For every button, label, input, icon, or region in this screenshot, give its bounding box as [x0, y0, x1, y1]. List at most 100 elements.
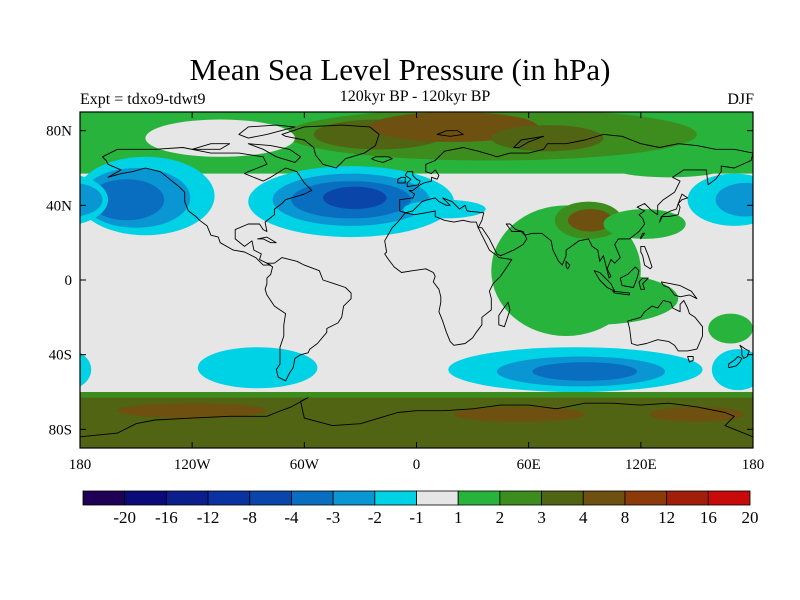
experiment-label: Expt = tdxo9-tdwt9 [80, 91, 206, 108]
region-south-pacific-high [708, 313, 753, 344]
region-east-pacific-low-2 [80, 183, 103, 216]
region-north-atlantic-low-4 [323, 186, 387, 210]
coastline-sulawesi [638, 277, 649, 290]
colorbar-swatch [332, 490, 376, 506]
region-east-pacific-low-2 [715, 182, 753, 217]
coastline-new-guinea [660, 281, 698, 300]
colorbar-label: 2 [496, 508, 505, 527]
x-tick-label: 180 [69, 457, 92, 473]
coastline-africa [384, 210, 513, 346]
region-mediterranean-low [403, 199, 486, 219]
colorbar-swatch [82, 490, 126, 506]
colorbar-label: 12 [658, 508, 675, 527]
coastline-new-zealand-north [739, 344, 750, 359]
coastline-japan [659, 193, 689, 223]
coastline-iceland [371, 156, 393, 163]
colorbar-label: -3 [326, 508, 340, 527]
region-asia-tail [612, 158, 725, 178]
colorbar-swatch [499, 490, 542, 506]
colorbar-swatch [291, 490, 334, 506]
colorbar-swatch [207, 490, 251, 506]
colorbar-label: -16 [155, 508, 178, 527]
colorbar-swatch [541, 490, 584, 506]
coastlines [80, 124, 753, 438]
coastline-baffin [247, 143, 302, 163]
region-north-pacific-low-3 [89, 179, 165, 221]
region-south-pacific-high [35, 314, 80, 344]
colorbar-label: -20 [113, 508, 136, 527]
region-arctic-high-east [491, 125, 604, 152]
coastline-arctic-islands [191, 143, 231, 150]
coastline-australia [627, 300, 703, 352]
x-tick-label: 120E [625, 457, 657, 473]
region-south-america-low [197, 347, 318, 389]
period-label: 120kyr BP - 120kyr BP [339, 88, 491, 105]
coastline-cuba [257, 236, 277, 244]
coastline-south-america [264, 257, 352, 382]
y-tick-label: 80S [49, 422, 72, 438]
coastline-ellesmere [238, 124, 296, 139]
colorbar-swatch [624, 490, 668, 506]
colorbar-label: -12 [197, 508, 220, 527]
season-label: DJF [727, 91, 754, 108]
map-title: Mean Sea Level Pressure (in hPa) [189, 52, 611, 87]
y-tick-label: 40N [46, 198, 72, 214]
colorbar-label: 1 [454, 508, 463, 527]
coastline-taiwan [640, 232, 646, 240]
x-tick-label: 180 [742, 457, 765, 473]
coastline-antarctica [80, 397, 753, 438]
region-tasman-low [711, 349, 753, 391]
region-antarctic-high-1 [117, 403, 267, 419]
colorbar-swatch [582, 490, 626, 506]
x-tick-label: 0 [413, 457, 421, 473]
y-tick-label: 80N [46, 124, 72, 140]
colorbar-swatch [416, 490, 459, 506]
x-tick-label: 60E [517, 457, 541, 473]
region-indian-ocean-tongue [509, 272, 679, 325]
coastline-madagascar [498, 301, 511, 328]
region-antarctic-high-2 [453, 406, 585, 422]
coastline-sri-lanka [565, 260, 571, 270]
colorbar-swatch [666, 490, 709, 506]
colorbar-label: 8 [621, 508, 630, 527]
colorbar-swatch [707, 490, 751, 506]
colorbar-label: 4 [579, 508, 588, 527]
coastline-north-america [101, 147, 313, 266]
colorbar-label: 20 [742, 508, 759, 527]
colorbar-swatch [165, 490, 209, 506]
coastline-tasmania [687, 356, 694, 363]
colorbar-swatch [249, 490, 292, 506]
colorbar-swatch [457, 490, 501, 506]
colorbar-label: -1 [409, 508, 423, 527]
region-tasman-low [80, 352, 92, 387]
region-north-pacific-low [749, 183, 753, 209]
colorbar-label: 3 [537, 508, 546, 527]
region-tibet-high-core [567, 209, 613, 232]
coastline-greenland [281, 124, 380, 169]
colorbar-label: -2 [368, 508, 382, 527]
x-tick-label: 60W [290, 457, 320, 473]
coastline-eurasia [399, 133, 753, 279]
pressure-field [35, 112, 753, 448]
y-tick-label: 40S [49, 348, 72, 364]
coastline-ireland [397, 176, 406, 184]
x-tick-label: 120W [174, 457, 212, 473]
colorbar-label: -8 [243, 508, 257, 527]
region-southern-indian-low-3 [532, 362, 638, 381]
colorbar: -20 -16 -12 -8 -4 -3 -2 -1 1 2 3 4 8 12 16 20 [82, 490, 759, 527]
colorbar-label: 16 [700, 508, 717, 527]
colorbar-swatch [374, 490, 417, 506]
coastline-java [612, 290, 631, 296]
coastline-britain [404, 171, 421, 188]
map-axes: 180 120W 60W 0 60E 120E 180 80N 40N 0 40S 80S [46, 112, 764, 473]
colorbar-swatch [124, 490, 167, 506]
coastline-new-zealand-south [728, 356, 743, 369]
coastline-borneo [619, 266, 640, 288]
y-tick-label: 0 [65, 273, 73, 289]
coastline-novaya-zemlya [513, 135, 545, 148]
coastline-svalbard [436, 130, 464, 137]
coastline-philippines [640, 245, 653, 270]
colorbar-label: -4 [284, 508, 299, 527]
region-antarctic-high-3 [650, 406, 744, 422]
